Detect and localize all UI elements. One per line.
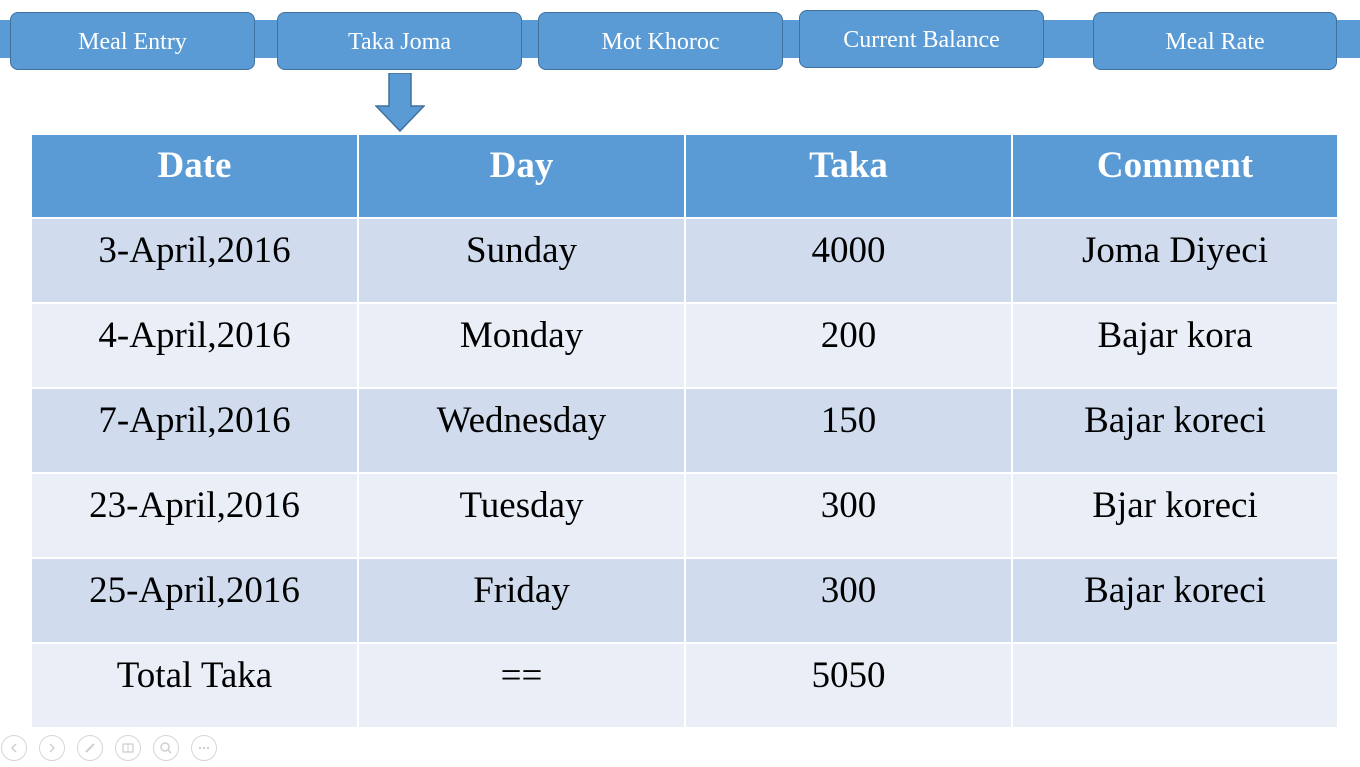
previous-icon[interactable] [1,735,27,761]
table-row: 7-April,2016 Wednesday 150 Bajar koreci [30,387,1339,474]
tab-current-balance[interactable]: Current Balance [799,10,1044,68]
cell-taka: 300 [684,472,1013,559]
cell-day: Tuesday [357,472,686,559]
total-day: == [357,642,686,729]
cell-taka: 4000 [684,217,1013,304]
more-icon[interactable] [191,735,217,761]
cell-taka: 200 [684,302,1013,389]
header-day: Day [357,133,686,219]
next-icon[interactable] [39,735,65,761]
zoom-icon[interactable] [153,735,179,761]
tab-taka-joma[interactable]: Taka Joma [277,12,522,70]
cell-comment: Bajar koreci [1011,387,1339,474]
total-taka: 5050 [684,642,1013,729]
header-taka: Taka [684,133,1013,219]
cell-day: Friday [357,557,686,644]
down-arrow-icon [375,73,425,133]
header-comment: Comment [1011,133,1339,219]
cell-taka: 150 [684,387,1013,474]
cell-date: 25-April,2016 [30,557,359,644]
tab-meal-entry[interactable]: Meal Entry [10,12,255,70]
table-row: 3-April,2016 Sunday 4000 Joma Diyeci [30,217,1339,304]
tab-meal-rate-label: Meal Rate [1165,28,1265,55]
cell-comment: Bjar koreci [1011,472,1339,559]
cell-comment: Bajar koreci [1011,557,1339,644]
cell-comment: Joma Diyeci [1011,217,1339,304]
taka-joma-table: Date Day Taka Comment 3-April,2016 Sunda… [30,133,1339,729]
header-date: Date [30,133,359,219]
table-row: 25-April,2016 Friday 300 Bajar koreci [30,557,1339,644]
slides-icon[interactable] [115,735,141,761]
table-row: 4-April,2016 Monday 200 Bajar kora [30,302,1339,389]
table-header-row: Date Day Taka Comment [30,133,1339,219]
cell-date: 3-April,2016 [30,217,359,304]
tab-mot-khoroc[interactable]: Mot Khoroc [538,12,783,70]
total-comment [1011,642,1339,729]
tab-current-balance-label: Current Balance [843,26,1000,53]
tab-mot-khoroc-label: Mot Khoroc [601,28,720,55]
cell-date: 23-April,2016 [30,472,359,559]
tab-meal-rate[interactable]: Meal Rate [1093,12,1337,70]
cell-date: 7-April,2016 [30,387,359,474]
tab-meal-entry-label: Meal Entry [78,28,187,55]
pen-icon[interactable] [77,735,103,761]
cell-day: Wednesday [357,387,686,474]
cell-day: Monday [357,302,686,389]
tab-taka-joma-label: Taka Joma [348,28,451,55]
total-label: Total Taka [30,642,359,729]
table-row: 23-April,2016 Tuesday 300 Bjar koreci [30,472,1339,559]
cell-taka: 300 [684,557,1013,644]
cell-comment: Bajar kora [1011,302,1339,389]
cell-date: 4-April,2016 [30,302,359,389]
cell-day: Sunday [357,217,686,304]
table-total-row: Total Taka == 5050 [30,642,1339,729]
